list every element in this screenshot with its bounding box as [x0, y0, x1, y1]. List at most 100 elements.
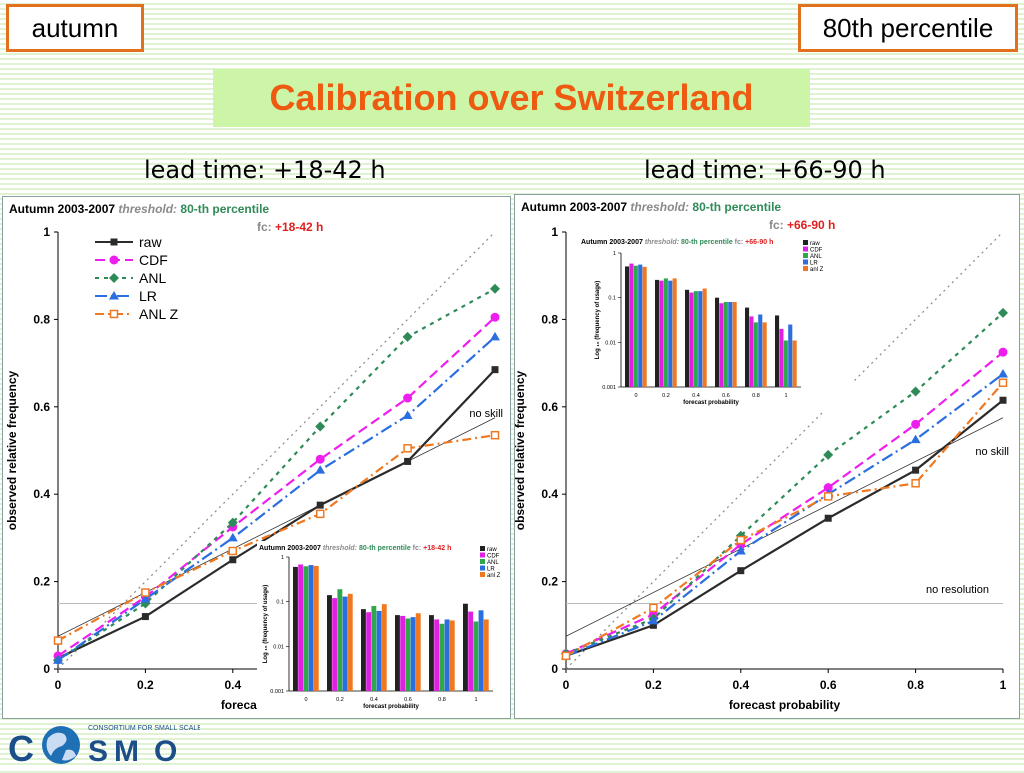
data-point	[999, 396, 1007, 404]
inset-legend-swatch	[480, 552, 485, 558]
data-point	[998, 378, 1008, 388]
logo-letter-o: O	[154, 735, 177, 768]
data-point	[735, 546, 746, 555]
inset-bar	[434, 619, 440, 691]
legend-label: raw	[139, 234, 162, 250]
inset-header-threshold-value: 80-th percentile	[359, 545, 413, 552]
inset-header-fc-value: +66-90 h	[745, 239, 773, 246]
inset-legend-label: ANL	[487, 560, 499, 566]
inset-y-tick-label: 0.1	[608, 296, 616, 302]
inset-bar	[732, 301, 737, 387]
inset-bar	[415, 613, 421, 691]
slide-title: Calibration over Switzerland	[269, 77, 754, 118]
data-point	[404, 457, 412, 465]
inset-bar	[376, 610, 382, 691]
inset-x-tick-label: 1	[784, 393, 787, 399]
inset-bar	[685, 289, 690, 387]
chart-header-threshold-value: 80-th percentile	[180, 202, 269, 216]
chart-header-main: Autumn 2003-2007	[521, 200, 630, 214]
data-point	[736, 535, 746, 545]
globe-icon	[42, 726, 80, 764]
y-tick-label: 0.2	[33, 575, 50, 589]
legend-marker	[109, 255, 119, 265]
data-point	[141, 588, 150, 597]
legend-marker	[109, 273, 119, 283]
data-point	[315, 454, 325, 464]
perfect-reliability-line	[565, 231, 1004, 670]
inset-bar	[749, 316, 754, 387]
reliability-chart-right: Autumn 2003-2007 threshold: 80-th percen…	[515, 200, 1009, 712]
series-line-anl	[565, 312, 1004, 655]
inset-bar	[753, 322, 758, 387]
season-tag: autumn	[6, 4, 144, 52]
frequency-chart-right: Autumn 2003-2007 threshold: 80-th percen…	[581, 239, 824, 406]
inset-bar	[293, 566, 298, 691]
inset-legend-swatch	[803, 253, 808, 258]
inset-bar	[381, 604, 387, 691]
data-point	[998, 369, 1008, 378]
data-point	[649, 621, 657, 629]
legend-label: ANL Z	[139, 306, 179, 322]
series-line-anl	[57, 287, 496, 662]
inset-legend-label: ANL	[810, 254, 822, 260]
reliability-panel-right: Autumn 2003-2007 threshold: 80-th percen…	[514, 194, 1020, 719]
data-point	[140, 594, 151, 603]
inset-bar	[366, 612, 372, 691]
inset-legend-swatch	[803, 259, 808, 265]
data-point	[491, 366, 499, 374]
inset-bar	[779, 328, 784, 387]
inset-y-tick-label: 0.001	[270, 689, 284, 695]
inset-x-tick-label: 0.4	[370, 697, 378, 703]
inset-x-tick-label: 0.4	[692, 393, 700, 399]
percentile-tag: 80th percentile	[798, 4, 1018, 52]
inset-x-tick-label: 0.8	[438, 697, 446, 703]
inset-header-main: Autumn 2003-2007	[581, 239, 645, 246]
chart-header-fc-value: +66-90 h	[787, 218, 835, 232]
inset-header: Autumn 2003-2007 threshold: 80-th percen…	[581, 239, 773, 246]
y-tick-label: 0.6	[33, 400, 50, 414]
lead-time-right: lead time: +66-90 h	[644, 156, 886, 184]
legend-label: CDF	[139, 252, 168, 268]
chart-header-threshold-value: 80-th percentile	[692, 200, 781, 214]
series-line-raw	[57, 368, 496, 660]
y-tick-label: 0.2	[541, 575, 558, 589]
inset-bar	[762, 322, 767, 387]
lead-time-left: lead time: +18-42 h	[144, 156, 386, 184]
inset-legend-label: CDF	[487, 553, 500, 559]
y-tick-label: 0.6	[541, 400, 558, 414]
inset-bar	[410, 617, 416, 691]
y-tick-label: 0.4	[33, 487, 50, 501]
inset-bar	[405, 618, 411, 691]
chart-header-fc-label: fc:	[257, 220, 275, 234]
inset-y-tick-label: 1	[281, 555, 284, 561]
data-point	[403, 393, 413, 403]
inset-x-tick-label: 0.6	[722, 393, 730, 399]
inset-bar	[473, 621, 479, 691]
chart-header: Autumn 2003-2007 threshold: 80-th percen…	[9, 202, 269, 216]
legend-label: ANL	[139, 270, 166, 286]
data-point	[227, 517, 238, 528]
inset-x-axis-label: forecast probability	[363, 704, 419, 710]
inset-bar	[689, 292, 694, 387]
data-point	[403, 444, 412, 453]
data-point	[315, 465, 326, 474]
inset-bar	[642, 266, 647, 387]
inset-x-tick-label: 0.8	[752, 393, 760, 399]
data-point	[824, 514, 832, 522]
legend-label: LR	[139, 288, 157, 304]
x-tick-label: 0	[55, 678, 62, 692]
inset-bar	[702, 288, 707, 387]
inset-header-main: Autumn 2003-2007	[259, 545, 323, 552]
data-point	[53, 636, 63, 645]
inset-x-tick-label: 0.2	[336, 697, 344, 703]
legend-marker	[109, 309, 119, 319]
inset-x-tick-label: 0	[304, 697, 307, 703]
frequency-inset-right: Autumn 2003-2007 threshold: 80-th percen…	[577, 235, 853, 411]
series-line-raw	[565, 399, 1004, 657]
chart-header-threshold-label: threshold:	[630, 200, 692, 214]
inset-x-axis-label: forecast probability	[683, 400, 739, 406]
series-line-lr	[565, 373, 1004, 657]
inset-bar	[698, 291, 703, 387]
inset-bar	[400, 615, 406, 691]
inset-bar	[638, 264, 643, 387]
